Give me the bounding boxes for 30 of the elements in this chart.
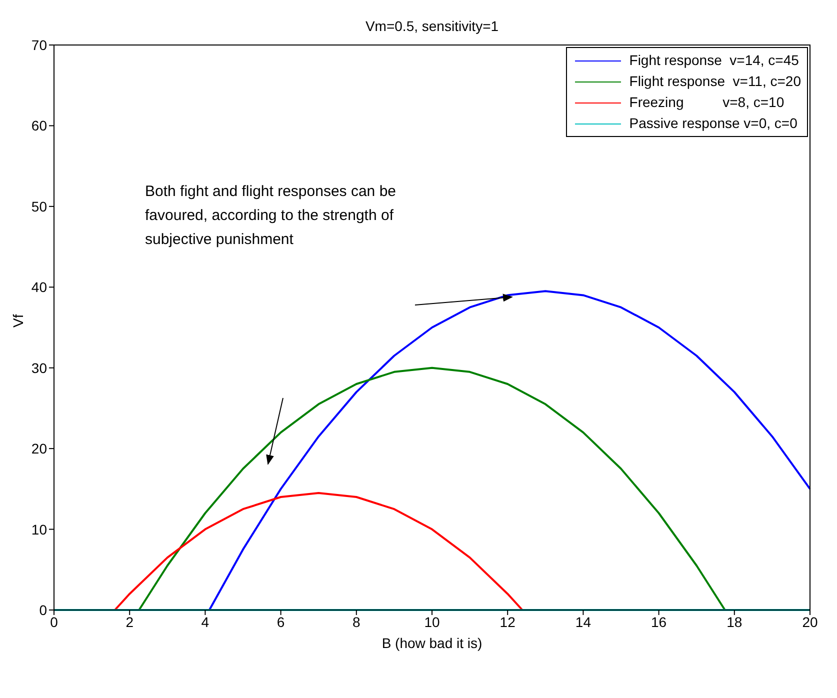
legend-label: Freezing v=8, c=10 (629, 93, 784, 112)
y-tick-label: 50 (31, 198, 48, 214)
chart-title: Vm=0.5, sensitivity=1 (364, 18, 500, 34)
line-series (208, 290, 811, 611)
x-tick-label: 0 (50, 614, 58, 630)
y-axis-title: Vf (10, 314, 26, 328)
y-tick-label: 60 (31, 118, 48, 134)
y-tick-label: 30 (31, 360, 48, 376)
x-tick-label: 10 (424, 614, 440, 630)
legend-label: Passive response v=0, c=0 (629, 114, 798, 133)
x-tick-label: 6 (276, 614, 285, 630)
line-series (114, 492, 524, 611)
x-axis-title: B (how bad it is) (382, 635, 482, 651)
legend-label: Flight response v=11, c=20 (629, 72, 801, 91)
y-tick-label: 40 (31, 279, 48, 296)
x-tick-label: 20 (802, 614, 818, 630)
x-tick-label: 4 (201, 614, 210, 630)
line-series (138, 366, 726, 611)
x-tick-label: 12 (500, 614, 516, 630)
x-tick-label: 2 (126, 614, 134, 630)
y-tick-label: 70 (31, 36, 48, 53)
annotation: Both fight and flight responses can be favoured, according to the strength of subjective punishment (145, 182, 398, 250)
x-tick-label: 18 (726, 614, 742, 630)
x-tick-label: 8 (352, 614, 360, 630)
y-tick-label: 10 (31, 521, 48, 538)
y-tick-label: 20 (31, 440, 48, 457)
y-tick-label: 0 (39, 602, 48, 618)
legend-label: Fight response v=14, c=45 (629, 51, 799, 70)
x-tick-label: 16 (651, 614, 667, 630)
x-tick-label: 14 (575, 614, 592, 630)
